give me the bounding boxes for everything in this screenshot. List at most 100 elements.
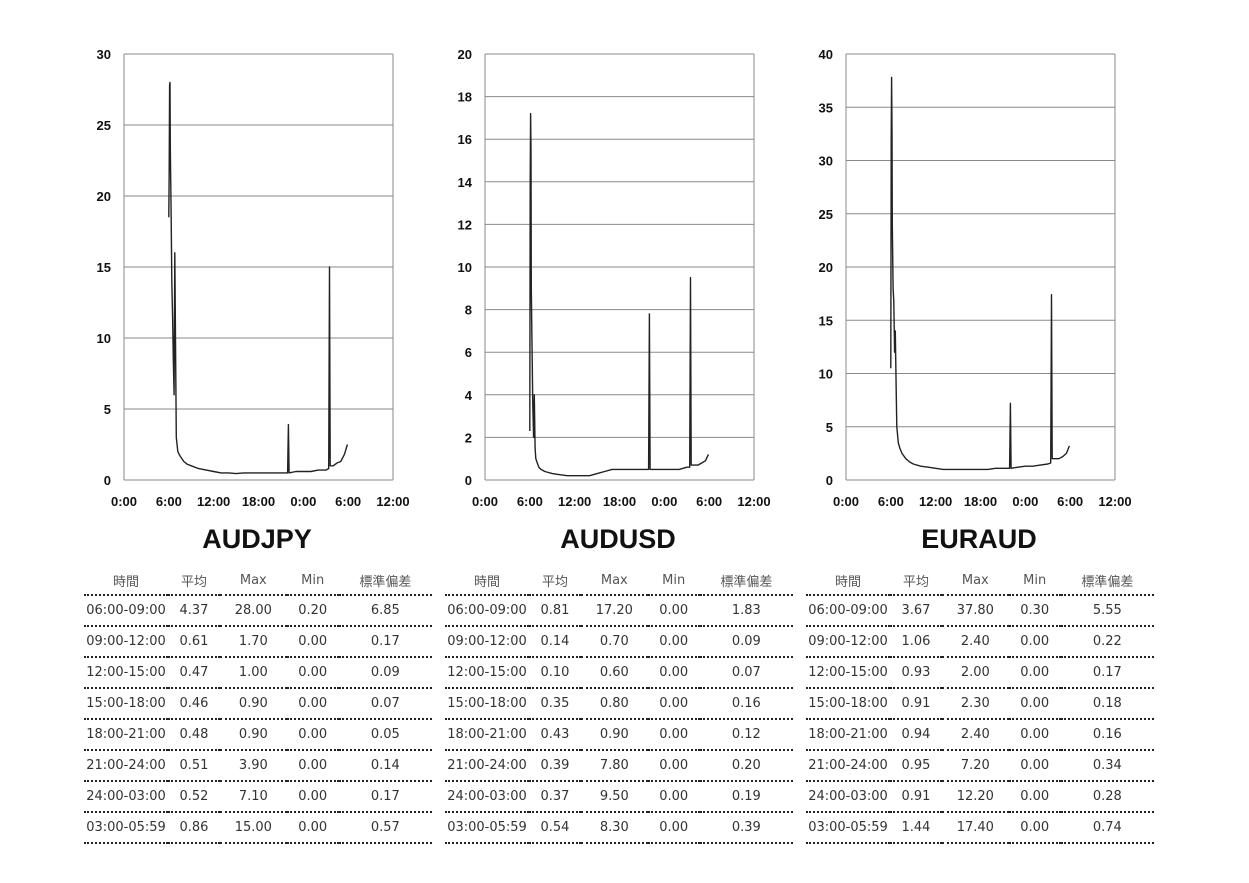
y-tick-label: 4 (465, 388, 473, 403)
table-cell: 0.17 (1060, 657, 1154, 689)
y-tick-label: 18 (458, 90, 472, 105)
series-line (890, 76, 1071, 471)
table-cell: 0.30 (1008, 595, 1061, 627)
table-cell: 0.52 (168, 781, 220, 813)
table-cell: 0.00 (1008, 781, 1061, 813)
x-tick-label: 6:00 (878, 494, 904, 509)
table-cell: 0.35 (529, 688, 581, 720)
stats-table-euraud: 時間 平均 Max Min 標準偏差 06:00-09:00 3.67 37.80 0.30 5.… (806, 566, 1154, 844)
table-cell: 0.00 (647, 750, 700, 782)
table-cell: 0.48 (168, 719, 220, 751)
table-row: 24:00-03:00 0.91 12.20 0.00 0.28 (806, 781, 1154, 813)
x-tick-label: 12:00 (376, 494, 409, 509)
table-cell: 0.90 (219, 688, 287, 720)
table-cell: 21:00-24:00 (806, 750, 890, 782)
table-cell: 0.46 (168, 688, 220, 720)
column-header: 時間 (806, 566, 890, 596)
table-cell: 0.34 (1060, 750, 1154, 782)
x-tick-label: 0:00 (651, 494, 677, 509)
table-cell: 5.55 (1060, 595, 1154, 627)
table-cell: 0.00 (286, 750, 339, 782)
table-cell: 0.39 (529, 750, 581, 782)
column-header: 標準偏差 (699, 566, 793, 596)
panel-euraud: 0 5 10 15 20 25 30 35 40 0:00 6:00 12:00 18:00 0:00 6:… (802, 0, 1162, 883)
x-tick-label: 18:00 (242, 494, 275, 509)
x-tick-label: 12:00 (558, 494, 591, 509)
table-cell: 0.14 (338, 750, 432, 782)
table-cell: 0.00 (1008, 626, 1061, 658)
table-cell: 0.20 (286, 595, 339, 627)
table-cell: 8.30 (580, 812, 648, 844)
table-cell: 0.00 (286, 812, 339, 844)
table-cell: 18:00-21:00 (806, 719, 890, 751)
y-tick-label: 30 (819, 154, 833, 169)
x-tick-label: 6:00 (517, 494, 543, 509)
table-cell: 0.91 (890, 781, 942, 813)
column-header: 時間 (445, 566, 529, 596)
table-header-row: 時間 平均 Max Min 標準偏差 (445, 566, 793, 596)
x-tick-label: 12:00 (1098, 494, 1131, 509)
table-cell: 0.16 (699, 688, 793, 720)
table-row: 15:00-18:00 0.46 0.90 0.00 0.07 (84, 688, 432, 720)
table-cell: 0.00 (286, 719, 339, 751)
table-cell: 0.19 (699, 781, 793, 813)
table-cell: 0.86 (168, 812, 220, 844)
table-cell: 1.44 (890, 812, 942, 844)
table-cell: 0.43 (529, 719, 581, 751)
column-header: 平均 (890, 566, 942, 596)
table-cell: 0.17 (338, 626, 432, 658)
table-cell: 0.90 (219, 719, 287, 751)
x-tick-label: 12:00 (737, 494, 770, 509)
table-cell: 15:00-18:00 (84, 688, 168, 720)
chart-title-euraud: EURAUD (921, 524, 1037, 554)
table-cell: 21:00-24:00 (445, 750, 529, 782)
table-cell: 0.00 (286, 626, 339, 658)
chart-audjpy: 0 5 10 15 20 25 30 0:00 6:00 12:00 18:00 0:00 6:00 12… (97, 47, 410, 509)
table-cell: 0.94 (890, 719, 942, 751)
table-cell: 9.50 (580, 781, 648, 813)
table-cell: 0.05 (338, 719, 432, 751)
series-line (529, 112, 710, 477)
table-cell: 0.00 (1008, 750, 1061, 782)
column-header: 平均 (529, 566, 581, 596)
series-line (168, 81, 349, 475)
column-header: Min (647, 566, 700, 596)
column-header: Max (580, 566, 648, 596)
table-cell: 0.17 (338, 781, 432, 813)
table-cell: 0.81 (529, 595, 581, 627)
table-cell: 2.00 (941, 657, 1009, 689)
x-tick-label: 0:00 (290, 494, 316, 509)
y-tick-label: 0 (826, 473, 833, 488)
x-tick-label: 6:00 (156, 494, 182, 509)
column-header: Max (941, 566, 1009, 596)
table-row: 24:00-03:00 0.52 7.10 0.00 0.17 (84, 781, 432, 813)
table-cell: 7.20 (941, 750, 1009, 782)
y-tick-label: 15 (819, 313, 833, 328)
y-tick-label: 30 (97, 47, 111, 62)
table-cell: 17.40 (941, 812, 1009, 844)
panel-audusd: 0 2 4 6 8 10 12 14 16 18 20 0:00 6:00 12:00 18:00 0:00 6… (441, 0, 801, 883)
table-cell: 0.74 (1060, 812, 1154, 844)
table-cell: 1.06 (890, 626, 942, 658)
table-cell: 03:00-05:59 (445, 812, 529, 844)
table-cell: 0.07 (338, 688, 432, 720)
table-cell: 18:00-21:00 (445, 719, 529, 751)
column-header: Min (1008, 566, 1061, 596)
column-header: Max (219, 566, 287, 596)
y-tick-label: 10 (97, 331, 111, 346)
table-cell: 0.54 (529, 812, 581, 844)
table-row: 21:00-24:00 0.39 7.80 0.00 0.20 (445, 750, 793, 782)
table-row: 24:00-03:00 0.37 9.50 0.00 0.19 (445, 781, 793, 813)
column-header: 標準偏差 (1060, 566, 1154, 596)
table-cell: 0.57 (338, 812, 432, 844)
table-cell: 2.40 (941, 719, 1009, 751)
table-cell: 0.91 (890, 688, 942, 720)
x-tick-label: 18:00 (964, 494, 997, 509)
table-header-row: 時間 平均 Max Min 標準偏差 (84, 566, 432, 596)
table-row: 21:00-24:00 0.95 7.20 0.00 0.34 (806, 750, 1154, 782)
x-tick-label: 0:00 (1012, 494, 1038, 509)
table-row: 03:00-05:59 1.44 17.40 0.00 0.74 (806, 812, 1154, 844)
table-cell: 0.00 (286, 781, 339, 813)
table-cell: 0.12 (699, 719, 793, 751)
table-cell: 0.20 (699, 750, 793, 782)
